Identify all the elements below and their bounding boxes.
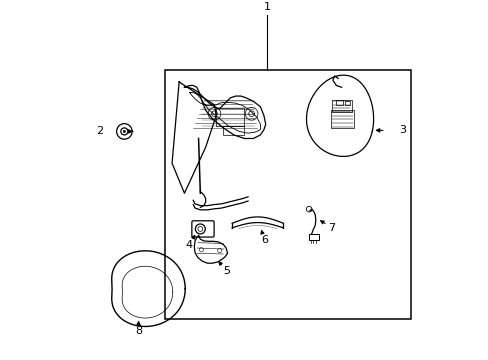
Text: 8: 8 bbox=[135, 326, 142, 336]
Text: 4: 4 bbox=[185, 240, 193, 250]
Bar bbox=[216, 108, 244, 126]
Bar bbox=[164, 69, 410, 319]
Text: 7: 7 bbox=[327, 223, 335, 233]
Circle shape bbox=[123, 130, 125, 132]
Bar bbox=[330, 110, 353, 128]
Bar bbox=[223, 126, 244, 135]
Bar bbox=[345, 101, 350, 105]
Text: 1: 1 bbox=[264, 2, 270, 12]
Text: 5: 5 bbox=[223, 266, 229, 276]
Bar bbox=[331, 100, 351, 112]
Bar bbox=[336, 100, 342, 105]
Text: 3: 3 bbox=[398, 125, 405, 135]
Text: 6: 6 bbox=[261, 235, 268, 245]
Text: 2: 2 bbox=[96, 126, 103, 136]
Bar bbox=[308, 234, 318, 240]
